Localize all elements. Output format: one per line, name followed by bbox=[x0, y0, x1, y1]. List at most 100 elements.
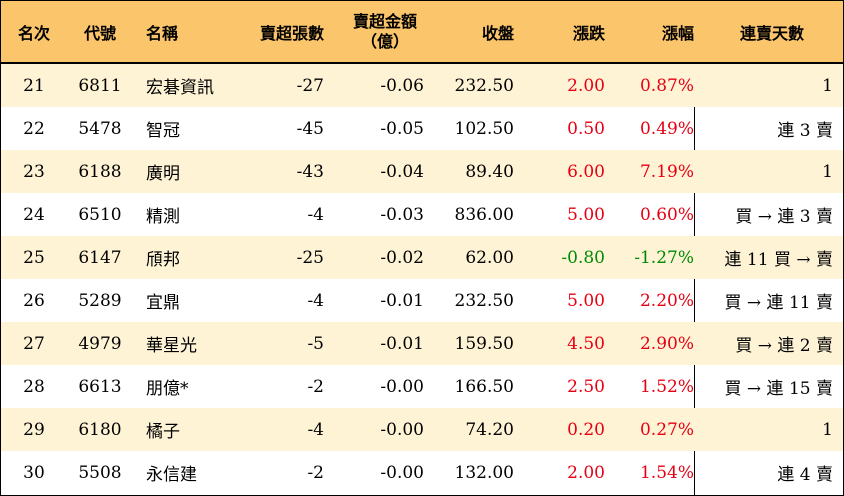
header-change: 漲跌 bbox=[572, 23, 605, 43]
cell-change: 2.00 bbox=[567, 462, 605, 483]
table-row: 27 4979 華星光 -5 -0.01 159.50 4.50 2.90% 買 → 連 2 賣 bbox=[1, 322, 843, 365]
cell-net-sell-amount: -0.00 bbox=[380, 462, 424, 483]
cell-rank: 25 bbox=[23, 247, 45, 268]
cell-change: 0.20 bbox=[567, 419, 605, 440]
cell-code: 5289 bbox=[78, 290, 122, 311]
cell-close: 232.50 bbox=[454, 75, 514, 96]
cell-net-sell-amount: -0.00 bbox=[380, 419, 424, 440]
cell-net-sell-amount: -0.00 bbox=[380, 376, 424, 397]
cell-change: 6.00 bbox=[567, 161, 605, 182]
cell-net-sell-amount: -0.03 bbox=[380, 204, 424, 225]
cell-code: 5478 bbox=[78, 118, 122, 139]
cell-consecutive-days: 連 11 買 → 賣 bbox=[724, 250, 834, 270]
cell-code: 6180 bbox=[78, 419, 122, 440]
cell-consecutive-days: 連 4 賣 bbox=[777, 465, 833, 485]
cell-close: 836.00 bbox=[454, 204, 514, 225]
cell-name: 廣明 bbox=[146, 164, 180, 184]
cell-change: 2.50 bbox=[567, 376, 605, 397]
cell-net-sell-amount: -0.01 bbox=[380, 290, 424, 311]
cell-name: 橘子 bbox=[146, 422, 180, 442]
cell-change: 0.50 bbox=[567, 118, 605, 139]
cell-rank: 30 bbox=[23, 462, 45, 483]
cell-net-sell-amount: -0.06 bbox=[380, 75, 424, 96]
cell-close: 62.00 bbox=[465, 247, 514, 268]
header-net-sell-amount-line1: 賣超金額 bbox=[352, 11, 417, 31]
table-row: 22 5478 智冠 -45 -0.05 102.50 0.50 0.49% 連 3 賣 bbox=[1, 107, 843, 150]
header-rank: 名次 bbox=[17, 23, 50, 43]
cell-net-sell-shares: -45 bbox=[296, 118, 324, 139]
cell-consecutive-days: 連 3 賣 bbox=[777, 121, 833, 141]
cell-change-pct: 0.60% bbox=[639, 204, 694, 225]
cell-net-sell-amount: -0.04 bbox=[380, 161, 424, 182]
table-row: 26 5289 宜鼎 -4 -0.01 232.50 5.00 2.20% 買 → 連 11 賣 bbox=[1, 279, 843, 322]
cell-change-pct: 1.54% bbox=[639, 462, 694, 483]
cell-change-pct: 0.27% bbox=[639, 419, 694, 440]
header-net-sell-amount: 賣超金額 （億） bbox=[341, 1, 429, 62]
cell-code: 6613 bbox=[78, 376, 122, 397]
header-net-sell-shares: 賣超張數 bbox=[259, 23, 324, 43]
cell-change-pct: 2.90% bbox=[639, 333, 694, 354]
cell-code: 5508 bbox=[78, 462, 122, 483]
cell-net-sell-shares: -4 bbox=[307, 419, 324, 440]
cell-name: 精測 bbox=[146, 207, 180, 227]
header-name: 名稱 bbox=[146, 23, 179, 43]
header-net-sell-amount-unit: （億） bbox=[360, 31, 409, 51]
cell-rank: 28 bbox=[23, 376, 45, 397]
cell-name: 朋億* bbox=[146, 379, 189, 399]
cell-change: -0.80 bbox=[561, 247, 605, 268]
cell-change-pct: 2.20% bbox=[639, 290, 694, 311]
cell-change: 2.00 bbox=[567, 75, 605, 96]
cell-close: 102.50 bbox=[454, 118, 514, 139]
cell-consecutive-days: 買 → 連 15 賣 bbox=[724, 379, 834, 399]
cell-consecutive-days: 1 bbox=[822, 161, 833, 182]
cell-change: 4.50 bbox=[567, 333, 605, 354]
cell-rank: 26 bbox=[23, 290, 45, 311]
cell-net-sell-shares: -4 bbox=[307, 204, 324, 225]
cell-net-sell-shares: -2 bbox=[307, 376, 324, 397]
cell-name: 華星光 bbox=[146, 336, 197, 356]
header-close: 收盤 bbox=[481, 23, 514, 43]
cell-rank: 21 bbox=[23, 75, 45, 96]
cell-change-pct: 1.52% bbox=[639, 376, 694, 397]
cell-net-sell-amount: -0.01 bbox=[380, 333, 424, 354]
cell-change-pct: 7.19% bbox=[639, 161, 694, 182]
cell-close: 166.50 bbox=[454, 376, 514, 397]
header-consecutive-days: 連賣天數 bbox=[739, 23, 804, 43]
cell-name: 永信建 bbox=[146, 465, 197, 485]
table-row: 23 6188 廣明 -43 -0.04 89.40 6.00 7.19% 1 bbox=[1, 150, 843, 193]
cell-rank: 22 bbox=[23, 118, 45, 139]
cell-consecutive-days: 1 bbox=[822, 75, 833, 96]
cell-net-sell-shares: -4 bbox=[307, 290, 324, 311]
cell-change-pct: 0.87% bbox=[639, 75, 694, 96]
table-row: 25 6147 頎邦 -25 -0.02 62.00 -0.80 -1.27% 連 11 買 →… bbox=[1, 236, 843, 279]
cell-net-sell-amount: -0.05 bbox=[380, 118, 424, 139]
cell-change-pct: -1.27% bbox=[634, 247, 694, 268]
cell-rank: 24 bbox=[23, 204, 45, 225]
cell-change: 5.00 bbox=[567, 290, 605, 311]
cell-net-sell-shares: -27 bbox=[296, 75, 324, 96]
cell-consecutive-days: 買 → 連 11 賣 bbox=[724, 293, 834, 313]
cell-net-sell-shares: -43 bbox=[296, 161, 324, 182]
cell-close: 132.00 bbox=[454, 462, 514, 483]
table-header-row: 名次 代號 名稱 賣超張數 賣超金額 （億） 收盤 漲跌 漲幅 連賣天數 bbox=[1, 1, 843, 64]
header-change-pct: 漲幅 bbox=[661, 23, 694, 43]
cell-rank: 23 bbox=[23, 161, 45, 182]
cell-code: 6510 bbox=[78, 204, 122, 225]
cell-name: 智冠 bbox=[146, 121, 180, 141]
cell-change-pct: 0.49% bbox=[639, 118, 694, 139]
cell-net-sell-shares: -5 bbox=[307, 333, 324, 354]
cell-consecutive-days: 1 bbox=[822, 419, 833, 440]
table-row: 29 6180 橘子 -4 -0.00 74.20 0.20 0.27% 1 bbox=[1, 408, 843, 451]
cell-close: 89.40 bbox=[465, 161, 514, 182]
table-row: 28 6613 朋億* -2 -0.00 166.50 2.50 1.52% 買 → 連 15 … bbox=[1, 365, 843, 408]
cell-code: 6188 bbox=[78, 161, 122, 182]
cell-name: 頎邦 bbox=[146, 250, 180, 270]
cell-code: 6811 bbox=[78, 75, 122, 96]
cell-name: 宜鼎 bbox=[146, 293, 180, 313]
cell-close: 74.20 bbox=[465, 419, 514, 440]
cell-net-sell-shares: -2 bbox=[307, 462, 324, 483]
cell-consecutive-days: 買 → 連 3 賣 bbox=[735, 207, 833, 227]
cell-rank: 29 bbox=[23, 419, 45, 440]
cell-change: 5.00 bbox=[567, 204, 605, 225]
